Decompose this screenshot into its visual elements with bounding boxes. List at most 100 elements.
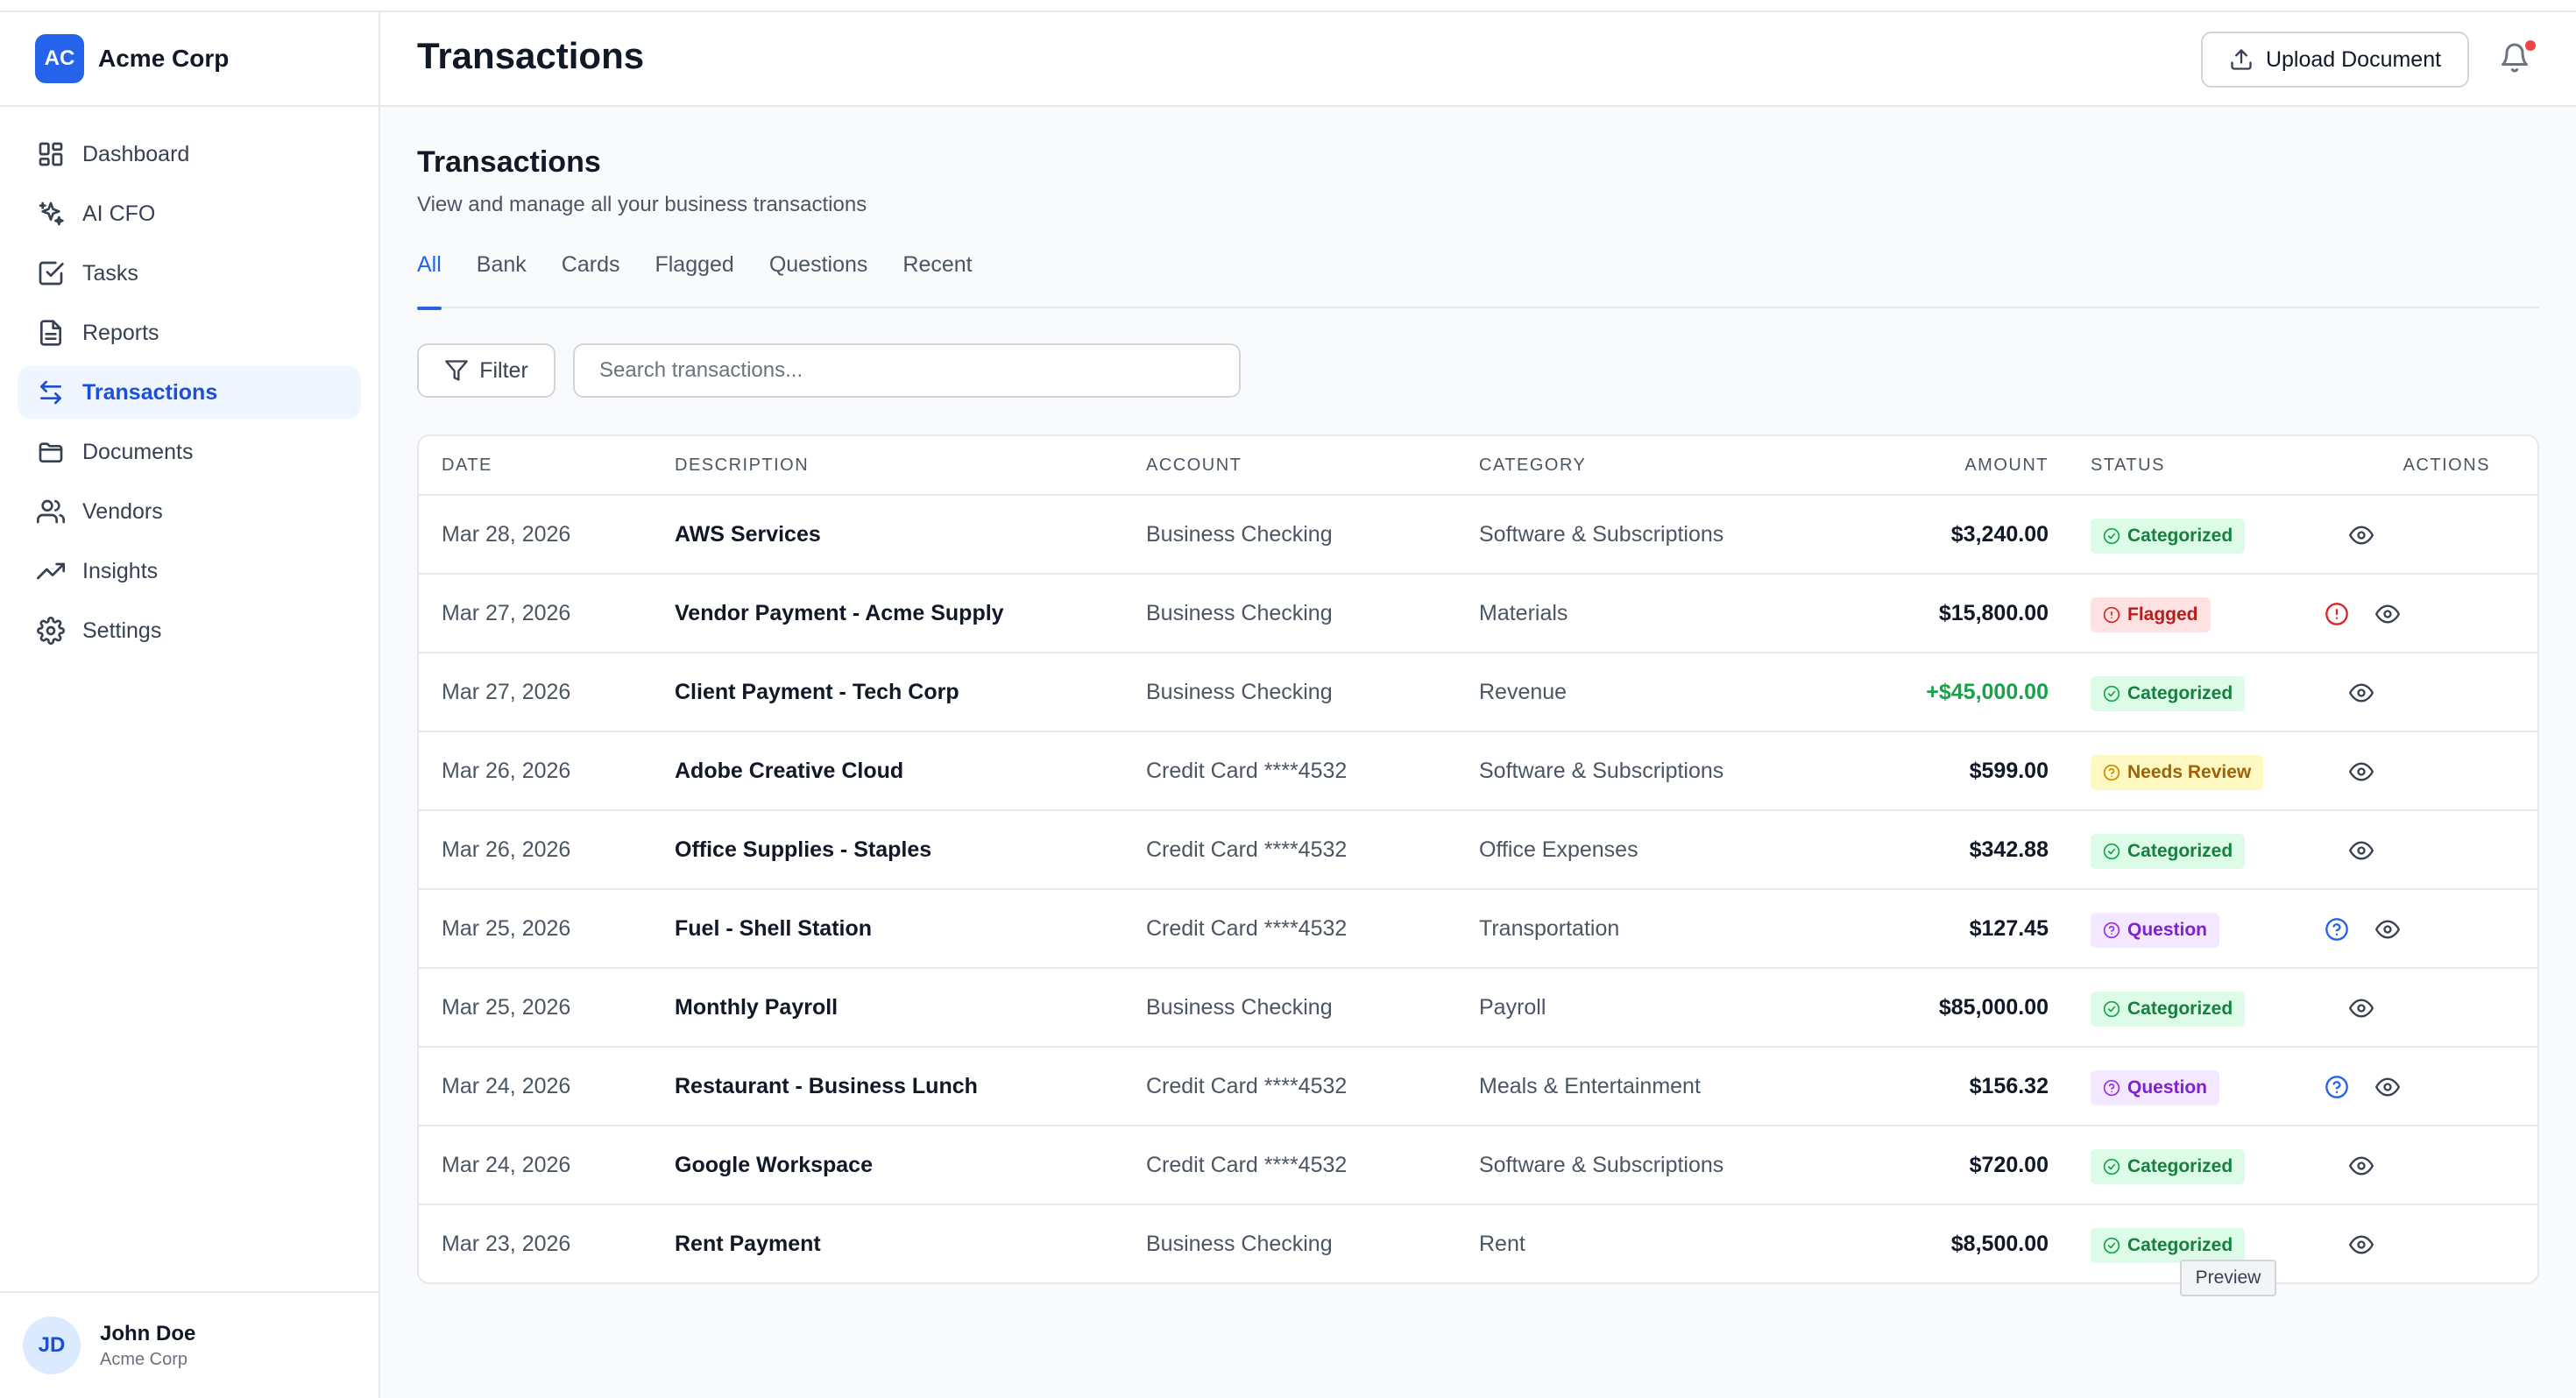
status-badge: Needs Review [2091,755,2264,790]
column-header-description: DESCRIPTION [675,455,810,475]
sidebar: AC Acme Corp Dashboard AI CFO Tasks Reports… [0,12,380,1398]
search-input[interactable] [573,343,1241,398]
category-cell: Software & Subscriptions [1479,522,1724,547]
category-cell: Rent [1479,1232,1525,1256]
gear-icon [35,615,67,646]
amount-cell: $156.32 [1969,1074,2049,1098]
sparkles-icon [35,198,67,229]
preview-eye-icon[interactable] [2348,680,2374,706]
date-cell: Mar 25, 2026 [442,995,571,1020]
description-cell: Adobe Creative Cloud [675,759,904,783]
date-cell: Mar 26, 2026 [442,759,571,783]
category-cell: Office Expenses [1479,837,1638,862]
status-label: Needs Review [2127,762,2252,782]
tab-cards[interactable]: Cards [561,252,620,277]
preview-eye-icon[interactable] [2348,995,2374,1021]
sidebar-item-label: Documents [82,439,194,464]
sidebar-item-label: Settings [82,618,162,643]
brand[interactable]: AC Acme Corp [0,12,379,107]
amount-cell: $3,240.00 [1950,522,2049,547]
table-row[interactable]: Mar 26, 2026 Adobe Creative Cloud Credit C… [419,732,2537,811]
table-row[interactable]: Mar 25, 2026 Fuel - Shell Station Credit C… [419,890,2537,969]
account-cell: Credit Card ****4532 [1146,759,1348,783]
upload-icon [2231,49,2252,70]
account-cell: Credit Card ****4532 [1146,1153,1348,1177]
table-row[interactable]: Mar 27, 2026 Client Payment - Tech Corp Bu… [419,653,2537,732]
check-circle-icon [2103,1158,2127,1176]
preview-tooltip: Preview [2180,1260,2276,1296]
sidebar-item-ai-cfo[interactable]: AI CFO [18,187,361,240]
sidebar-item-documents[interactable]: Documents [18,426,361,478]
preview-eye-icon[interactable] [2348,1153,2374,1179]
sidebar-item-dashboard[interactable]: Dashboard [18,128,361,180]
description-cell: Restaurant - Business Lunch [675,1074,978,1098]
filter-label: Filter [479,357,528,383]
preview-eye-icon[interactable] [2374,1074,2401,1100]
category-cell: Software & Subscriptions [1479,1153,1724,1177]
status-badge: Categorized [2091,519,2246,554]
sidebar-item-label: Dashboard [82,141,190,166]
sidebar-item-transactions[interactable]: Transactions [18,366,361,419]
preview-eye-icon[interactable] [2348,1232,2374,1258]
description-cell: Vendor Payment - Acme Supply [675,601,1004,625]
table-row[interactable]: Mar 27, 2026 Vendor Payment - Acme Supply… [419,575,2537,653]
status-badge: Categorized [2091,834,2246,869]
upload-document-label: Upload Document [2265,46,2442,72]
status-label: Flagged [2127,604,2198,625]
question-help-icon[interactable] [2324,916,2350,943]
date-cell: Mar 23, 2026 [442,1232,571,1256]
account-cell: Business Checking [1146,601,1333,625]
amount-cell: $720.00 [1969,1153,2049,1177]
description-cell: AWS Services [675,522,821,547]
table-row[interactable]: Mar 26, 2026 Office Supplies - Staples Cre… [419,811,2537,890]
sidebar-item-insights[interactable]: Insights [18,545,361,597]
arrows-exchange-icon [35,377,67,408]
help-circle-icon [2103,1079,2127,1097]
sidebar-item-label: Vendors [82,498,163,524]
question-help-icon[interactable] [2324,1074,2350,1100]
preview-eye-icon[interactable] [2374,916,2401,943]
sidebar-nav: Dashboard AI CFO Tasks Reports Transactions D… [0,107,379,657]
section-subtitle: View and manage all your business transa… [417,193,867,216]
date-cell: Mar 25, 2026 [442,916,571,941]
table-row[interactable]: Mar 24, 2026 Restaurant - Business Lunch C… [419,1048,2537,1126]
sidebar-item-reports[interactable]: Reports [18,307,361,359]
column-header-actions: ACTIONS [2403,455,2490,475]
check-circle-icon [2103,1000,2127,1018]
sidebar-item-settings[interactable]: Settings [18,604,361,657]
preview-eye-icon[interactable] [2374,601,2401,627]
sidebar-item-tasks[interactable]: Tasks [18,247,361,300]
dashboard-icon [35,138,67,170]
preview-eye-icon[interactable] [2348,759,2374,785]
tab-questions[interactable]: Questions [768,252,868,277]
status-label: Question [2127,1077,2208,1098]
transactions-table: DATE DESCRIPTION ACCOUNT CATEGORY AMOUNT STAT… [417,434,2539,1284]
notification-dot [2525,40,2536,51]
table-row[interactable]: Mar 24, 2026 Google Workspace Credit Card … [419,1126,2537,1205]
check-circle-icon [2103,1237,2127,1254]
status-badge: Question [2091,1070,2220,1105]
preview-eye-icon[interactable] [2348,522,2374,548]
status-label: Categorized [2127,526,2233,546]
tab-bank[interactable]: Bank [476,252,527,277]
upload-document-button[interactable]: Upload Document [2201,32,2469,88]
account-cell: Credit Card ****4532 [1146,916,1348,941]
table-row[interactable]: Mar 28, 2026 AWS Services Business Checkin… [419,496,2537,575]
table-row[interactable]: Mar 23, 2026 Rent Payment Business Checkin… [419,1205,2537,1282]
description-cell: Client Payment - Tech Corp [675,680,959,704]
check-circle-icon [2103,527,2127,545]
flag-alert-icon[interactable] [2324,601,2350,627]
filter-button[interactable]: Filter [417,343,556,398]
preview-eye-icon[interactable] [2348,837,2374,864]
date-cell: Mar 28, 2026 [442,522,571,547]
sidebar-item-vendors[interactable]: Vendors [18,485,361,538]
user-profile[interactable]: JD John Doe Acme Corp [0,1291,379,1398]
tab-flagged[interactable]: Flagged [655,252,734,277]
account-cell: Business Checking [1146,1232,1333,1256]
tab-all[interactable]: All [417,252,442,310]
amount-cell: $85,000.00 [1938,995,2049,1020]
amount-cell: $599.00 [1969,759,2049,783]
notifications-button[interactable] [2499,40,2536,77]
tab-recent[interactable]: Recent [902,252,973,277]
table-row[interactable]: Mar 25, 2026 Monthly Payroll Business Chec… [419,969,2537,1048]
